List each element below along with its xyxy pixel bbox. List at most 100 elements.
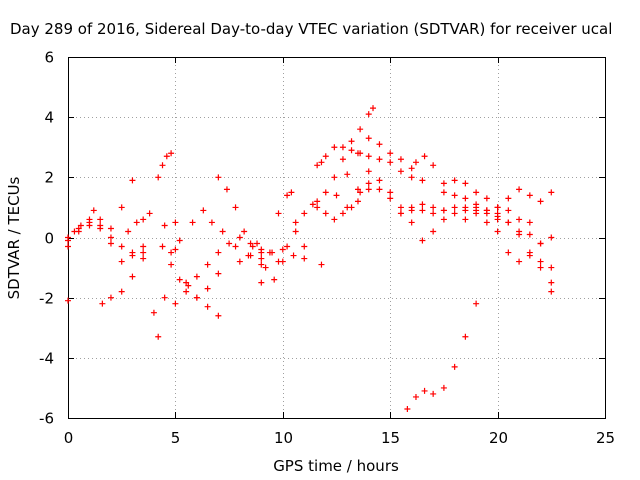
data-point (548, 234, 555, 241)
data-point (258, 279, 265, 286)
series-track-06 (155, 150, 175, 181)
data-point (90, 207, 97, 214)
data-point (483, 195, 490, 202)
tick-layer (68, 57, 606, 419)
data-point (505, 207, 512, 214)
data-point (387, 195, 394, 202)
data-point (226, 240, 233, 247)
data-point (86, 222, 93, 229)
data-point (254, 240, 261, 247)
data-point (526, 252, 533, 259)
data-point (365, 168, 372, 175)
data-point (161, 294, 168, 301)
series-track-19 (322, 135, 415, 217)
data-point (365, 180, 372, 187)
data-point (505, 249, 512, 256)
data-point (301, 210, 308, 217)
data-point (419, 207, 426, 214)
data-point (189, 219, 196, 226)
data-point (107, 225, 114, 232)
data-point (548, 264, 555, 271)
series-track-22 (354, 177, 415, 226)
data-point (107, 294, 114, 301)
data-point (331, 144, 338, 151)
data-point (440, 216, 447, 223)
data-point (172, 246, 179, 253)
series-track-26 (440, 177, 555, 235)
data-point (215, 312, 222, 319)
data-point (314, 162, 321, 169)
y-tick-label: -2 (39, 290, 54, 308)
series-track-23 (397, 204, 501, 220)
data-point (397, 156, 404, 163)
data-point (397, 204, 404, 211)
data-point (292, 219, 299, 226)
data-point (440, 207, 447, 214)
data-point (387, 150, 394, 157)
data-point (271, 276, 278, 283)
data-point (301, 243, 308, 250)
data-point (168, 249, 175, 256)
data-point (430, 228, 437, 235)
data-point (176, 276, 183, 283)
data-point (548, 288, 555, 295)
x-tick-labels: 0 5 10 15 20 25 (64, 429, 615, 447)
series-track-27 (462, 204, 555, 247)
data-point (365, 186, 372, 193)
data-point (430, 204, 437, 211)
data-point (215, 174, 222, 181)
data-point (215, 270, 222, 277)
data-point (419, 237, 426, 244)
data-point (421, 153, 428, 160)
data-point (339, 210, 346, 217)
data-point (183, 279, 190, 286)
data-point (208, 219, 215, 226)
data-point (365, 135, 372, 142)
data-point (505, 219, 512, 226)
data-point (430, 390, 437, 397)
data-point (129, 273, 136, 280)
series-track-05 (125, 210, 153, 235)
data-point (183, 288, 190, 295)
data-point (322, 153, 329, 160)
y-axis-title: SDTVAR / TECUs (5, 176, 23, 299)
data-point (262, 264, 269, 271)
data-point (292, 228, 299, 235)
data-point (258, 255, 265, 262)
data-point (516, 216, 523, 223)
series-track-14 (254, 189, 295, 283)
data-point (451, 192, 458, 199)
data-point (526, 192, 533, 199)
series-track-20 (331, 156, 426, 223)
data-point (204, 261, 211, 268)
data-point (387, 189, 394, 196)
data-point (357, 126, 364, 133)
data-point (232, 243, 239, 250)
series-track-11 (176, 207, 265, 268)
data-point (348, 138, 355, 145)
data-point (537, 198, 544, 205)
data-point (318, 261, 325, 268)
series-track-17 (314, 105, 377, 205)
data-point (462, 195, 469, 202)
data-point (322, 189, 329, 196)
data-point (376, 156, 383, 163)
data-point (473, 189, 480, 196)
data-point (97, 222, 104, 229)
data-point (241, 228, 248, 235)
data-point (107, 240, 114, 247)
series-track-03 (65, 222, 147, 265)
data-point (376, 186, 383, 193)
data-point (331, 174, 338, 181)
data-point (408, 207, 415, 214)
data-point (408, 219, 415, 226)
data-point (462, 216, 469, 223)
chart-title: Day 289 of 2016, Sidereal Day-to-day VTE… (10, 20, 612, 38)
data-point (494, 228, 501, 235)
data-point (118, 243, 125, 250)
data-point (159, 162, 166, 169)
data-point (419, 177, 426, 184)
data-point (247, 240, 254, 247)
data-point (140, 255, 147, 262)
